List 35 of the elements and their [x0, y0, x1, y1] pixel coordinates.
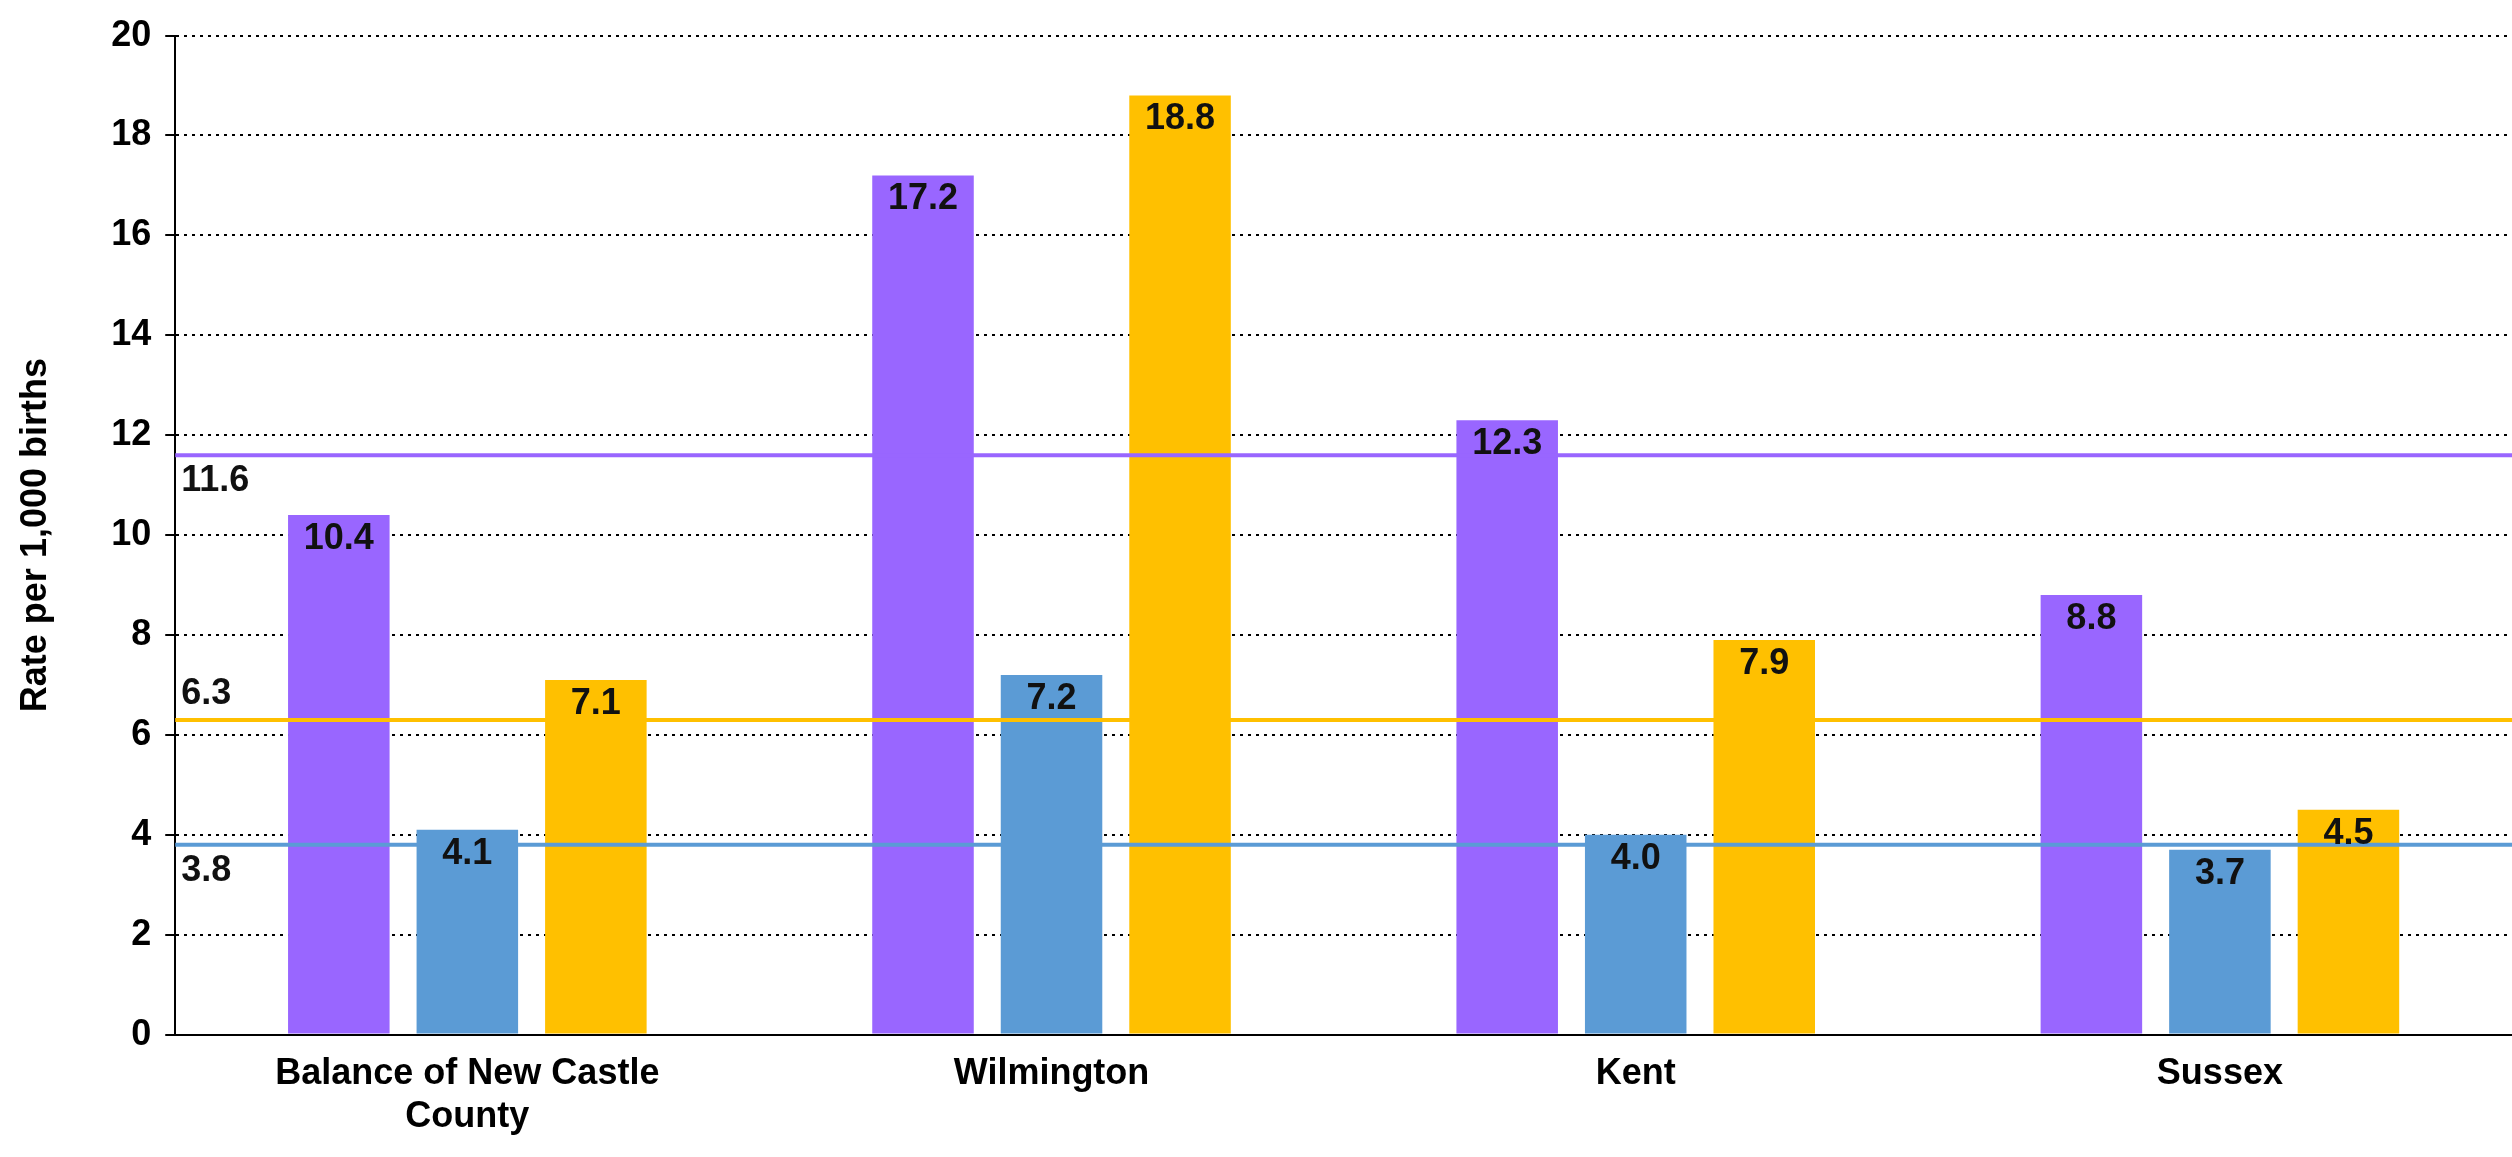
data-label: 4.5 [2323, 810, 2374, 852]
data-label: 8.8 [2066, 595, 2117, 637]
bar [288, 515, 390, 1034]
y-tick-label: 6 [131, 711, 152, 753]
data-label: 7.2 [1026, 675, 1077, 717]
data-label: 7.9 [1739, 640, 1790, 682]
y-tick-label: 20 [111, 12, 152, 54]
y-tick-label: 18 [111, 112, 152, 154]
y-tick-label: 0 [131, 1011, 152, 1053]
y-tick-label: 16 [111, 212, 152, 254]
y-tick-label: 8 [131, 611, 152, 653]
ref-line-label: 6.3 [181, 670, 232, 712]
y-axis-title: Rate per 1,000 births [12, 358, 54, 713]
y-tick-label: 10 [111, 512, 152, 554]
data-label: 17.2 [887, 176, 959, 218]
y-tick-label: 14 [111, 312, 152, 354]
bar [2169, 849, 2271, 1034]
y-tick-label: 4 [131, 811, 152, 853]
data-label: 12.3 [1472, 421, 1543, 463]
x-tick-label: Kent [1595, 1051, 1676, 1093]
ref-line-label: 11.6 [181, 458, 250, 500]
y-tick-label: 12 [111, 412, 152, 454]
data-label: 4.0 [1610, 835, 1661, 877]
ref-line-label: 3.8 [181, 847, 232, 889]
bar [2297, 809, 2400, 1034]
x-tick-label: Sussex [2156, 1051, 2283, 1093]
bar [2040, 595, 2143, 1034]
x-tick-label: Balance of New Castle County [275, 1051, 660, 1136]
data-label: 7.1 [570, 680, 621, 722]
data-label: 4.1 [442, 830, 493, 872]
data-label: 10.4 [303, 516, 374, 558]
data-label: 18.8 [1145, 96, 1216, 138]
data-label: 3.7 [2194, 850, 2245, 892]
x-tick-label: Wilmington [953, 1051, 1150, 1093]
y-tick-label: 2 [131, 911, 152, 953]
